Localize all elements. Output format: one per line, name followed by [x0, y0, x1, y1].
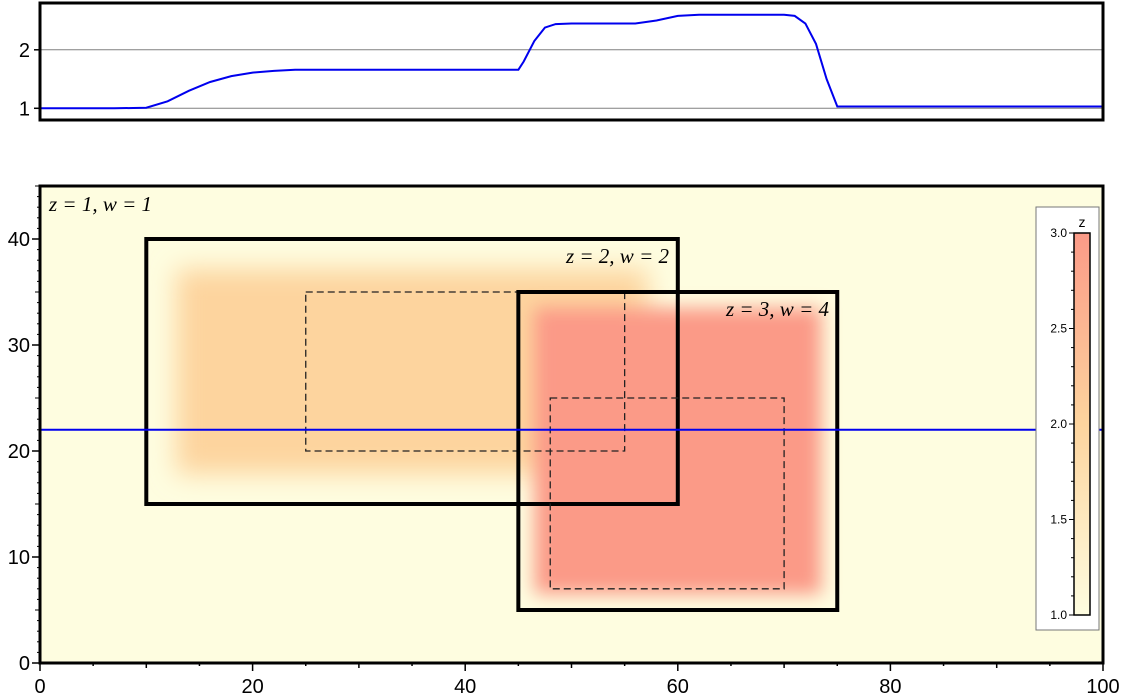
- map-y-tick-label: 0: [19, 653, 30, 675]
- map-y-tick-label: 20: [8, 441, 30, 463]
- colorbar: z 1.0 1.5 2.0 2.5 3.0: [1035, 206, 1100, 631]
- colorbar-gradient: [1073, 232, 1091, 616]
- colorbar-tick-label: 1.0: [1050, 608, 1067, 622]
- region-z3-inner-dashed: [549, 397, 785, 590]
- map-y-tick-label: 10: [8, 547, 30, 569]
- map-x-tick-label: 40: [454, 676, 476, 696]
- map-outlines: [144, 237, 840, 612]
- map-x-tick-label: 0: [34, 676, 45, 696]
- map-x-tick-label: 20: [241, 676, 263, 696]
- annotation-z1: z = 1, w = 1: [48, 192, 152, 216]
- profile-y-tick-label: 2: [19, 40, 30, 62]
- colorbar-tick-label: 2.5: [1050, 322, 1067, 336]
- profile-background: [40, 3, 1103, 120]
- colorbar-ticks: 1.0 1.5 2.0 2.5 3.0: [1050, 226, 1074, 622]
- map-x-tick-label: 100: [1086, 676, 1119, 696]
- map-panel: 0 20 40 60 80 100 0 10 20 30 40 z = 1, w = 1 z = …: [8, 184, 1120, 696]
- colorbar-tick-label: 1.5: [1050, 513, 1067, 527]
- colorbar-title: z: [1079, 214, 1086, 230]
- profile-y-axis: 12: [19, 40, 40, 120]
- profile-grid: [40, 49, 1103, 109]
- map-x-tick-label: 80: [879, 676, 901, 696]
- profile-frame: [38, 1, 1105, 122]
- colorbar-tick-label: 2.0: [1050, 417, 1067, 431]
- map-y-tick-label: 30: [8, 335, 30, 357]
- region-z3-outline: [516, 290, 840, 612]
- profile-line: [40, 13, 1103, 110]
- profile-y-tick-label: 1: [19, 98, 30, 120]
- region-z2-outline: [144, 237, 680, 506]
- colorbar-tick-label: 3.0: [1050, 226, 1067, 240]
- map-y-axis: 0 10 20 30 40: [8, 185, 40, 675]
- map-x-axis: 0 20 40 60 80 100: [34, 663, 1120, 696]
- annotation-z2: z = 2, w = 2: [565, 244, 670, 268]
- region-z2-inner-dashed: [305, 291, 626, 452]
- map-y-tick-label: 40: [8, 229, 30, 251]
- profile-panel: 12: [19, 1, 1105, 122]
- annotation-z3: z = 3, w = 4: [725, 297, 830, 321]
- map-x-tick-label: 60: [667, 676, 689, 696]
